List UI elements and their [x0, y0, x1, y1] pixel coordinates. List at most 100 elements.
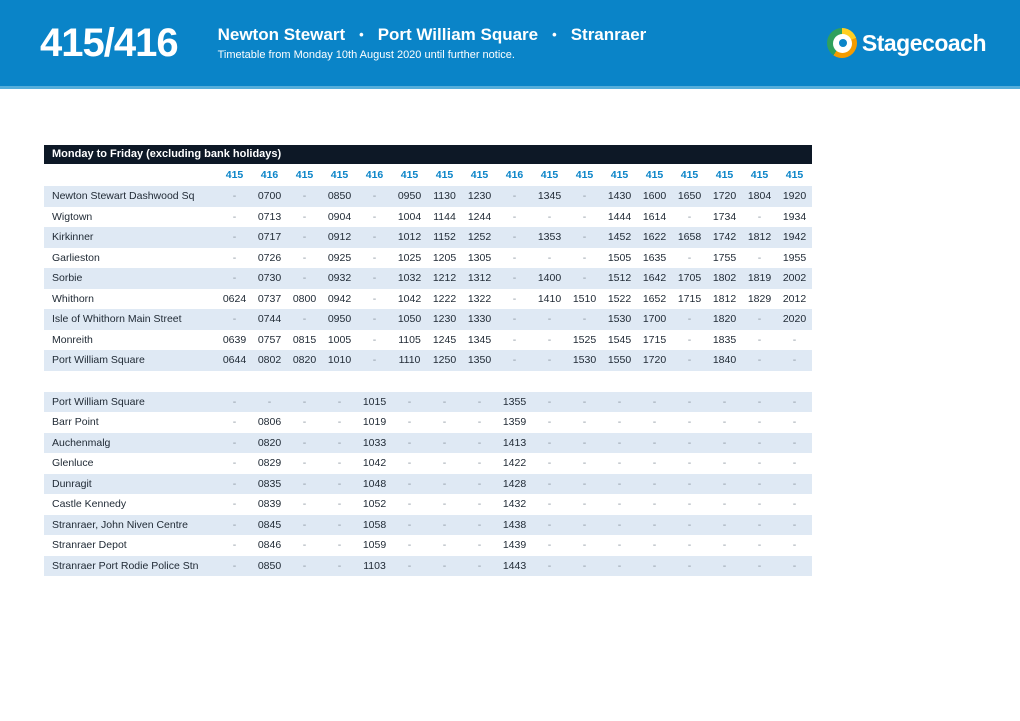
no-service-cell: -	[792, 436, 797, 449]
time-cell: 0950	[327, 313, 352, 326]
no-service-cell: -	[547, 210, 552, 223]
no-service-cell: -	[582, 559, 587, 572]
table-row: Port William Square - - - - 1015 - - - 1355 - - - - - -…	[44, 391, 812, 412]
no-service-cell: -	[232, 313, 237, 326]
time-cell: 0624	[222, 292, 247, 305]
no-service-cell: -	[407, 416, 412, 429]
time-cell: 1019	[362, 416, 387, 429]
no-service-cell: -	[617, 477, 622, 490]
time-cell: 1635	[642, 251, 667, 264]
no-service-cell: -	[302, 559, 307, 572]
time-cell: 1042	[362, 457, 387, 470]
no-service-cell: -	[547, 518, 552, 531]
no-service-cell: -	[232, 559, 237, 572]
no-service-cell: -	[792, 416, 797, 429]
no-service-cell: -	[757, 416, 762, 429]
no-service-cell: -	[687, 251, 692, 264]
stop-name: Stranraer Depot	[52, 539, 127, 552]
no-service-cell: -	[722, 416, 727, 429]
no-service-cell: -	[617, 559, 622, 572]
no-service-cell: -	[302, 498, 307, 511]
time-cell: 1835	[712, 333, 737, 346]
no-service-cell: -	[337, 518, 342, 531]
time-cell: 1505	[607, 251, 632, 264]
time-cell: 1015	[362, 395, 387, 408]
time-cell: 1322	[467, 292, 492, 305]
route-column-header: 415	[715, 169, 734, 181]
time-cell: 1443	[502, 559, 527, 572]
table-row: Wigtown - 0713 - 0904 - 1004 1144 1244 - - - 1444 161…	[44, 207, 812, 228]
stop-name: Dunragit	[52, 477, 92, 490]
time-cell: 0644	[222, 354, 247, 367]
time-cell: 1244	[467, 210, 492, 223]
table-row: Glenluce - 0829 - - 1042 - - - 1422 - - - - - - - -	[44, 453, 812, 474]
stop-name: Kirkinner	[52, 231, 94, 244]
no-service-cell: -	[372, 210, 377, 223]
no-service-cell: -	[792, 354, 797, 367]
table-row: Whithorn 0624 0737 0800 0942 - 1042 1222 1322 - 14…	[44, 289, 812, 310]
time-cell: 1400	[537, 272, 562, 285]
time-cell: 0925	[327, 251, 352, 264]
no-service-cell: -	[582, 416, 587, 429]
no-service-cell: -	[337, 395, 342, 408]
no-service-cell: -	[582, 210, 587, 223]
no-service-cell: -	[652, 416, 657, 429]
no-service-cell: -	[512, 210, 517, 223]
no-service-cell: -	[582, 231, 587, 244]
time-cell: 1829	[747, 292, 772, 305]
no-service-cell: -	[337, 498, 342, 511]
route-column-header: 415	[400, 169, 419, 181]
no-service-cell: -	[477, 477, 482, 490]
stop-name: Whithorn	[52, 292, 95, 305]
no-service-cell: -	[337, 559, 342, 572]
time-cell: 1033	[362, 436, 387, 449]
no-service-cell: -	[582, 436, 587, 449]
time-cell: 0726	[257, 251, 282, 264]
no-service-cell: -	[617, 518, 622, 531]
no-service-cell: -	[547, 539, 552, 552]
time-cell: 0820	[257, 436, 282, 449]
time-cell: 1452	[607, 231, 632, 244]
logo-center-dot	[838, 39, 847, 47]
time-cell: 1430	[607, 190, 632, 203]
time-cell: 0757	[257, 333, 282, 346]
no-service-cell: -	[687, 395, 692, 408]
time-cell: 1042	[397, 292, 422, 305]
no-service-cell: -	[372, 313, 377, 326]
table-row: Barr Point - 0806 - - 1019 - - - 1359 - - - - - - - -	[44, 412, 812, 433]
no-service-cell: -	[687, 539, 692, 552]
no-service-cell: -	[757, 333, 762, 346]
route-column-header: 415	[680, 169, 699, 181]
no-service-cell: -	[547, 354, 552, 367]
time-cell: 1622	[642, 231, 667, 244]
no-service-cell: -	[687, 518, 692, 531]
time-cell: 0829	[257, 457, 282, 470]
time-cell: 1312	[467, 272, 492, 285]
no-service-cell: -	[407, 436, 412, 449]
route-column-header: 415	[540, 169, 559, 181]
time-cell: 1652	[642, 292, 667, 305]
no-service-cell: -	[477, 498, 482, 511]
no-service-cell: -	[302, 395, 307, 408]
route-column-header: 415	[575, 169, 594, 181]
title-stop: Stranraer	[570, 24, 647, 44]
no-service-cell: -	[372, 292, 377, 305]
no-service-cell: -	[477, 457, 482, 470]
time-cell: 1530	[607, 313, 632, 326]
no-service-cell: -	[757, 477, 762, 490]
no-service-cell: -	[757, 313, 762, 326]
stop-name: Stranraer, John Niven Centre	[52, 518, 188, 531]
time-cell: 1742	[712, 231, 737, 244]
table-row: Stranraer, John Niven Centre - 0845 - - 1058 -…	[44, 514, 812, 535]
time-cell: 1755	[712, 251, 737, 264]
route-column-header: 415	[435, 169, 454, 181]
time-cell: 1802	[712, 272, 737, 285]
header-text: Newton Stewart • Port William Square • Stran…	[218, 25, 647, 61]
no-service-cell: -	[302, 416, 307, 429]
no-service-cell: -	[442, 457, 447, 470]
route-column-header: 415	[330, 169, 349, 181]
no-service-cell: -	[792, 559, 797, 572]
no-service-cell: -	[617, 539, 622, 552]
time-cell: 0730	[257, 272, 282, 285]
time-cell: 1245	[432, 333, 457, 346]
